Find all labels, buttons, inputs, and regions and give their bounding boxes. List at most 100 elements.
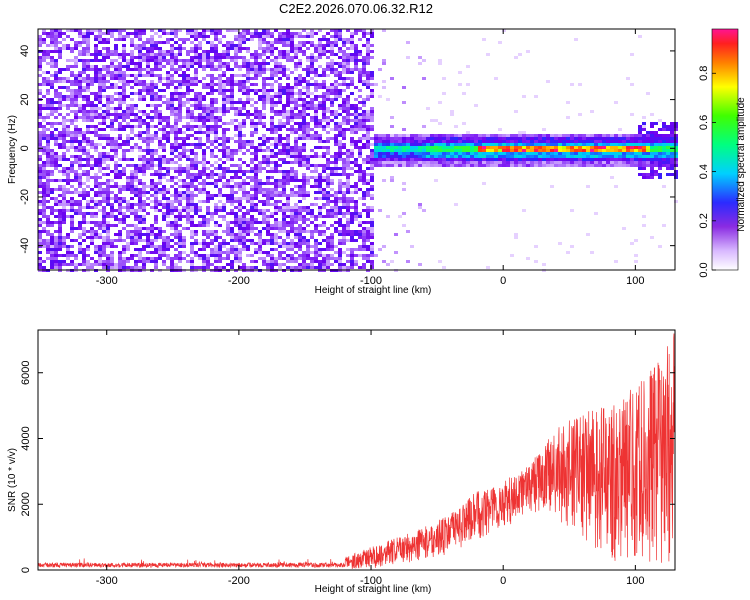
heat-cell [134,263,138,266]
heat-cell [502,143,506,146]
heat-cell [366,209,370,212]
heat-cell [326,89,330,92]
heat-cell [66,131,70,134]
heat-cell [174,35,178,38]
heat-cell [154,206,158,209]
heat-cell [182,215,186,218]
heat-cell [266,56,270,59]
heat-cell [182,77,186,80]
heat-cell [126,95,130,98]
heat-cell [282,203,286,206]
heat-cell [246,212,250,215]
heat-cell [354,230,358,233]
heat-cell [230,236,234,239]
heat-cell [274,248,278,251]
heat-cell [226,137,230,140]
heat-cell [254,251,258,254]
heat-cell [478,152,482,155]
heat-cell [202,230,206,233]
heat-cell [154,137,158,140]
heat-cell [326,131,330,134]
heat-cell [346,176,350,179]
heat-cell [126,164,130,167]
heat-cell [278,113,282,116]
heat-cell [242,134,246,137]
heat-cell [358,173,362,176]
heat-cell [226,212,230,215]
heat-cell [190,80,194,83]
heat-cell [466,146,470,149]
heat-cell [330,86,334,89]
heat-cell [326,176,330,179]
heat-cell [258,185,262,188]
heat-cell [282,137,286,140]
heat-cell [102,245,106,248]
heat-cell [102,254,106,257]
heat-cell [218,65,222,68]
heat-cell [46,149,50,152]
heat-cell [202,221,206,224]
heat-cell [254,131,258,134]
heat-cell [162,236,166,239]
heat-cell [214,131,218,134]
heat-cell [102,209,106,212]
heat-cell [354,122,358,125]
heat-cell [58,50,62,53]
heat-cell [290,95,294,98]
heat-cell [206,110,210,113]
heat-cell [266,62,270,65]
heat-cell [326,260,330,263]
heat-cell [294,104,298,107]
heat-cell [110,107,114,110]
heat-cell [222,167,226,170]
heat-cell [362,65,366,68]
heat-cell [154,95,158,98]
heat-cell [198,41,202,44]
heat-cell [138,233,142,236]
heat-cell [178,254,182,257]
heat-cell [290,92,294,95]
heat-cell [218,53,222,56]
heat-cell [330,233,334,236]
heat-cell [162,194,166,197]
heat-cell [282,251,286,254]
heat-cell [146,104,150,107]
heat-cell [46,215,50,218]
heat-cell [278,236,282,239]
heat-cell [302,254,306,257]
heat-cell [266,191,270,194]
heat-cell [446,164,450,167]
heat-cell [318,83,322,86]
heat-cell [162,29,166,32]
heat-cell [466,155,470,158]
heat-cell [78,32,82,35]
heat-cell [274,38,278,41]
heat-cell [286,110,290,113]
heat-cell [74,128,78,131]
heat-cell [158,68,162,71]
heat-cell [394,161,398,164]
heat-cell [110,155,114,158]
heat-cell [250,194,254,197]
heat-cell [94,206,98,209]
heat-cell [462,158,466,161]
heat-cell [254,167,258,170]
heat-cell [290,266,294,269]
heat-cell [266,32,270,35]
heat-cell [46,140,50,143]
heat-cell [78,185,82,188]
heat-cell [366,32,370,35]
heat-cell [194,59,198,62]
heat-cell [74,188,78,191]
heat-cell [86,248,90,251]
heat-cell [370,188,374,191]
heat-cell [182,236,186,239]
heat-cell [454,158,458,161]
heat-cell [158,53,162,56]
heat-cell [218,29,222,32]
heat-cell [66,257,70,260]
heat-cell [170,56,174,59]
heat-cell [286,149,290,152]
heat-cell [250,167,254,170]
